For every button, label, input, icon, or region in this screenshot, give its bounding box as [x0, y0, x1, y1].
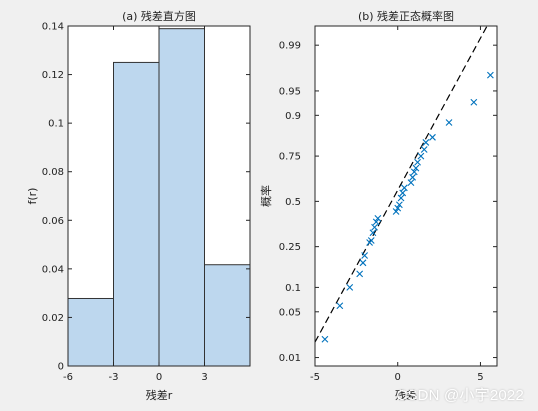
residual-point: [429, 133, 436, 141]
histogram-y-tick-label: 0.1: [48, 119, 64, 130]
residual-point: [336, 302, 344, 310]
residual-point-stroke: [445, 119, 453, 126]
residual-point: [359, 259, 367, 267]
histogram-y-tick-label: 0: [58, 362, 64, 373]
residual-point-stroke: [470, 98, 478, 106]
residual-point-stroke: [346, 284, 354, 291]
residual-point-stroke: [412, 164, 420, 172]
probability-y-axis-label: 概率: [259, 185, 273, 207]
residual-point-stroke: [417, 152, 425, 160]
residual-point-stroke: [414, 158, 421, 166]
histogram-x-tick-label: -6: [63, 372, 73, 383]
residual-point: [414, 158, 421, 166]
residual-point: [399, 189, 407, 197]
normal-probability-panel: 0.01 0.05 0.1 0.25 0.5 0.75 0.9 0.95 0.99 -5 0 5 (b)…: [259, 9, 498, 402]
histogram-x-tick-label: 3: [201, 372, 207, 383]
watermark: CSDN @小宇2022: [396, 387, 524, 404]
histogram-y-tick-label: 0.06: [42, 216, 64, 227]
residual-point: [486, 71, 494, 79]
probability-y-tick-label: 0.99: [279, 41, 301, 52]
residual-point: [367, 237, 375, 244]
probability-x-axis-label: 残差: [395, 388, 417, 402]
reference-line: [315, 26, 488, 343]
residual-point-stroke: [400, 184, 408, 192]
residual-point: [409, 173, 417, 181]
probability-x-tick-label: 5: [477, 372, 483, 383]
histogram-bar: [113, 61, 160, 367]
residual-point-stroke: [395, 201, 403, 209]
histogram-y-tick-label: 0.08: [42, 167, 64, 178]
residual-point: [346, 284, 354, 291]
residual-point: [361, 252, 369, 259]
residual-point: [392, 208, 400, 215]
residual-point: [407, 179, 415, 187]
residual-point: [412, 164, 420, 172]
probability-y-tick-label: 0.5: [285, 197, 301, 208]
histogram-bar: [67, 297, 114, 367]
residual-point-stroke: [422, 139, 430, 146]
histogram-bar: [158, 28, 205, 367]
residual-point: [400, 184, 408, 192]
residual-point: [420, 146, 428, 153]
probability-y-tick-label: 0.01: [279, 353, 301, 364]
residual-point: [417, 152, 425, 160]
residual-point-stroke: [407, 179, 415, 187]
histogram-title: (a) 残差直方图: [122, 9, 196, 23]
histogram-y-axis-label: f(r): [26, 188, 39, 205]
residual-point-stroke: [420, 146, 428, 153]
residual-point-stroke: [486, 71, 494, 79]
residual-point: [374, 214, 382, 222]
residual-point-stroke: [409, 173, 417, 181]
residual-point-stroke: [399, 189, 407, 197]
residual-point-stroke: [392, 208, 400, 215]
probability-y-tick-label: 0.75: [279, 152, 301, 163]
probability-y-tick-label: 0.9: [285, 111, 301, 122]
residual-point-stroke: [369, 229, 377, 237]
probability-plot-area: [315, 26, 497, 366]
residual-point: [470, 98, 478, 106]
residual-point: [395, 201, 403, 209]
probability-y-tick-label: 0.95: [279, 86, 301, 97]
residual-point-stroke: [356, 270, 364, 278]
histogram-y-tick-label: 0.02: [42, 313, 64, 324]
residual-point-stroke: [336, 302, 344, 310]
residual-point: [394, 204, 402, 212]
residual-point-stroke: [394, 204, 402, 212]
probability-y-tick-label: 0.25: [279, 242, 301, 253]
histogram-y-tick-label: 0.12: [42, 70, 64, 81]
residual-point: [371, 223, 378, 231]
histogram-x-tick-label: 0: [156, 372, 162, 383]
histogram-bar: [204, 264, 251, 367]
residual-point: [372, 218, 380, 226]
probability-x-tick-label: 0: [395, 372, 401, 383]
residual-point-stroke: [321, 335, 329, 343]
residual-point-stroke: [359, 259, 367, 267]
residual-point-stroke: [374, 214, 382, 222]
probability-y-tick-label: 0.05: [279, 307, 301, 318]
residual-point-stroke: [367, 237, 375, 244]
residual-point: [356, 270, 364, 278]
residual-point: [369, 229, 377, 237]
residual-point: [397, 194, 405, 202]
residual-point: [422, 139, 430, 146]
histogram-x-axis-label: 残差r: [146, 388, 173, 402]
residual-point-stroke: [361, 252, 369, 259]
histogram-panel: 0 0.02 0.04 0.06 0.08 0.1 0.12 0.14 -6 -3 0 3 (a) 残差…: [26, 9, 251, 402]
residual-point: [410, 168, 418, 176]
residual-point-stroke: [371, 223, 378, 231]
residual-point-stroke: [429, 133, 436, 141]
residual-point: [321, 335, 329, 343]
histogram-x-tick-label: -3: [109, 372, 119, 383]
histogram-y-tick-label: 0.04: [42, 264, 64, 275]
residual-point-stroke: [397, 194, 405, 202]
residual-point-stroke: [372, 218, 380, 226]
histogram-y-tick-label: 0.14: [42, 22, 64, 33]
probability-axes-box: [314, 25, 498, 367]
probability-y-tick-label: 0.1: [285, 283, 301, 294]
residual-point: [445, 119, 453, 126]
probability-x-tick-label: -5: [310, 372, 320, 383]
residual-point-stroke: [410, 168, 418, 176]
probability-title: (b) 残差正态概率图: [358, 9, 454, 23]
